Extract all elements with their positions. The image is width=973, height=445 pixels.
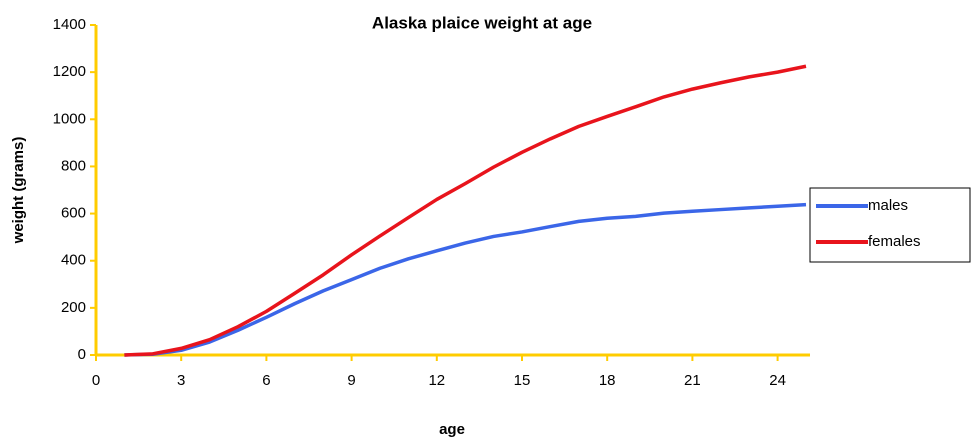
y-tick-label: 600 bbox=[61, 205, 86, 222]
x-tick-label: 0 bbox=[92, 372, 100, 389]
x-tick-label: 21 bbox=[684, 372, 701, 389]
data-line bbox=[124, 202, 807, 357]
legend-box bbox=[809, 187, 971, 263]
chart-title: Alaska plaice weight at age bbox=[372, 13, 592, 32]
y-tick-label: 1000 bbox=[53, 110, 86, 127]
x-tick-label: 3 bbox=[177, 372, 185, 389]
y-tick-label: 0 bbox=[78, 346, 86, 363]
y-tick-label: 1200 bbox=[53, 63, 86, 80]
y-tick-label: 800 bbox=[61, 157, 86, 174]
legend-label: females bbox=[868, 233, 921, 250]
x-tick-label: 15 bbox=[514, 372, 531, 389]
y-tick-label: 400 bbox=[61, 252, 86, 269]
x-tick-label: 12 bbox=[428, 372, 445, 389]
data-line bbox=[124, 64, 807, 357]
y-axis-label: weight (grams) bbox=[10, 137, 27, 245]
x-axis-label: age bbox=[439, 421, 465, 438]
x-tick-label: 6 bbox=[262, 372, 270, 389]
x-tick-label: 18 bbox=[599, 372, 616, 389]
y-tick-label: 200 bbox=[61, 299, 86, 316]
legend-label: males bbox=[868, 197, 908, 214]
y-tick-label: 1400 bbox=[53, 16, 86, 33]
x-tick-label: 24 bbox=[769, 372, 786, 389]
x-tick-label: 9 bbox=[347, 372, 355, 389]
